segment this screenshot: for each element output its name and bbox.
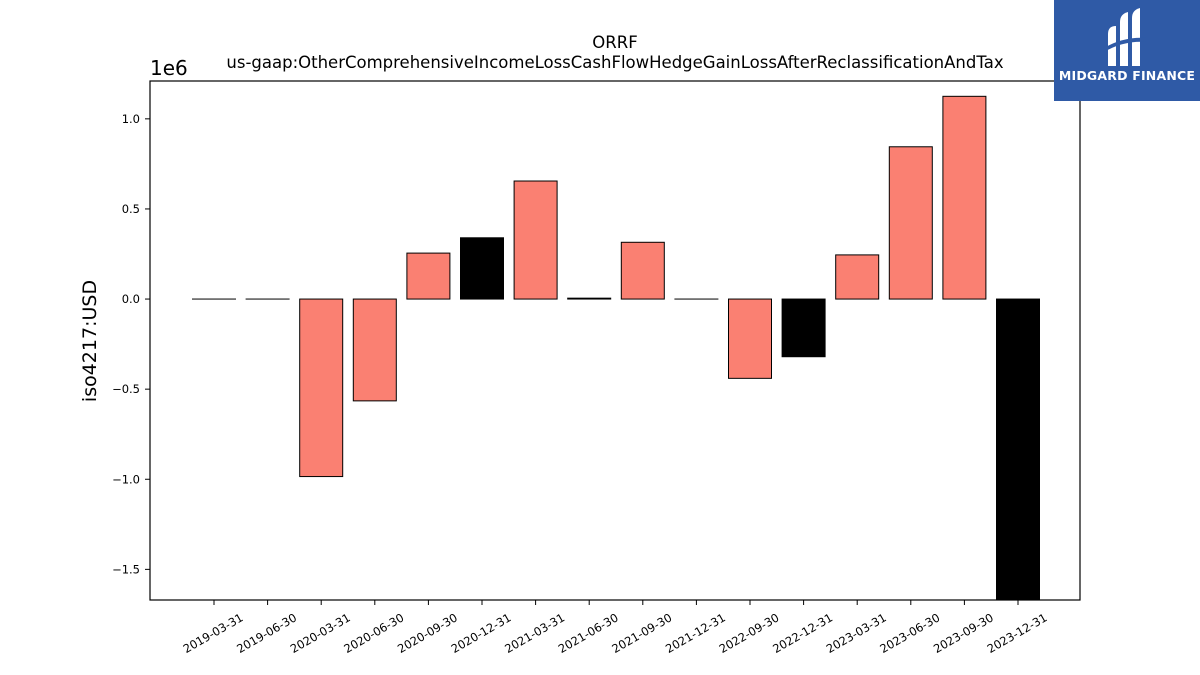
bar-2021-09-30 <box>620 241 665 300</box>
x-ticks-group: 2019-03-312019-06-302020-03-312020-06-30… <box>181 600 1050 656</box>
x-tick-label: 2021-06-30 <box>556 610 621 656</box>
bar-2022-12-31 <box>781 298 826 358</box>
x-tick-label: 2019-03-31 <box>181 610 246 656</box>
y-tick-label: 1.0 <box>122 112 140 126</box>
y-tick-label: −1.5 <box>112 562 140 576</box>
x-tick-label: 2023-09-30 <box>931 610 996 656</box>
x-tick-label: 2020-03-31 <box>288 610 353 656</box>
y-tick-label: −0.5 <box>112 382 140 396</box>
bar-2020-09-30 <box>406 252 451 300</box>
bar-2023-09-30 <box>942 95 987 300</box>
x-tick-label: 2020-06-30 <box>341 610 406 656</box>
bar-2020-12-31 <box>460 237 504 300</box>
y-tick-label: 0.0 <box>122 292 140 306</box>
bars-group <box>192 95 1040 601</box>
x-tick-label: 2019-06-30 <box>234 610 299 656</box>
bar-2023-12-31 <box>996 298 1040 601</box>
y-tick-label: 0.5 <box>122 202 140 216</box>
bar-2021-03-31 <box>513 180 558 300</box>
x-tick-label: 2021-12-31 <box>663 610 728 656</box>
bar-2020-06-30 <box>352 298 397 402</box>
y-tick-label: −1.0 <box>112 472 140 486</box>
x-tick-label: 2020-12-31 <box>449 610 514 656</box>
chart-title-line-2: us-gaap:OtherComprehensiveIncomeLossCash… <box>226 53 1003 72</box>
chart-title-line-1: ORRF <box>592 33 637 52</box>
bar-2022-09-30 <box>728 298 772 379</box>
bar-2020-03-31 <box>299 298 344 478</box>
logo-mark-icon <box>1104 8 1148 66</box>
y-axis-label: iso4217:USD <box>79 280 101 402</box>
x-tick-label: 2020-09-30 <box>395 610 460 656</box>
x-tick-label: 2021-09-30 <box>609 610 674 656</box>
bar-2021-06-30 <box>567 297 612 300</box>
bar-2023-03-31 <box>835 254 880 300</box>
x-tick-label: 2021-03-31 <box>502 610 567 656</box>
bar-2023-06-30 <box>888 146 933 300</box>
x-tick-label: 2022-12-31 <box>770 610 835 656</box>
brand-logo: MIDGARD FINANCE <box>1054 0 1200 101</box>
x-tick-label: 2023-06-30 <box>877 610 942 656</box>
x-tick-label: 2023-03-31 <box>824 610 889 656</box>
plot-frame <box>149 80 1081 601</box>
y-axis-offset-label: 1e6 <box>150 56 188 80</box>
x-tick-label: 2022-09-30 <box>717 610 782 656</box>
x-tick-label: 2023-12-31 <box>985 610 1050 656</box>
y-ticks-group: −1.5 −1.0 −0.5 0.0 0.5 1.0 <box>112 112 150 576</box>
logo-text: MIDGARD FINANCE <box>1058 68 1196 83</box>
